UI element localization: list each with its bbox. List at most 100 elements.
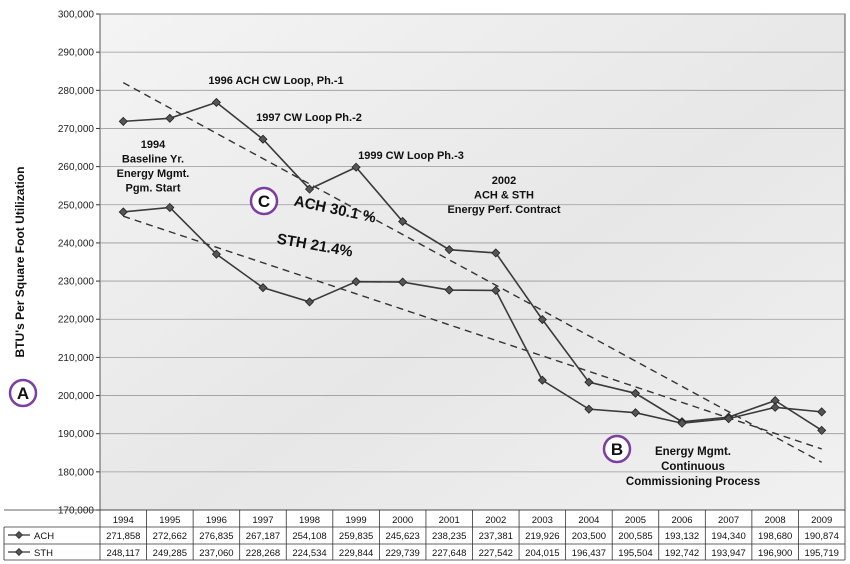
y-tick-label: 200,000 (58, 391, 95, 402)
table-cell-ach: 203,500 (572, 531, 606, 542)
marker-b-circle (602, 434, 632, 464)
data-point-sth (537, 375, 547, 385)
table-cell-sth: 195,504 (618, 548, 652, 559)
table-cell-ach: 193,132 (665, 531, 699, 542)
x-tick-label: 1999 (346, 515, 367, 526)
table-cell-ach: 194,340 (711, 531, 745, 542)
series-line-sth (123, 206, 822, 425)
table-cell-sth: 248,117 (106, 548, 140, 559)
data-point-ach (211, 97, 221, 107)
table-cell-sth: 224,534 (292, 548, 326, 559)
marker-c-label: C (258, 192, 270, 211)
x-tick-label: 2006 (671, 515, 692, 526)
table-cell-sth: 249,285 (153, 548, 187, 559)
y-tick-label: 210,000 (58, 353, 95, 364)
data-point-sth (724, 414, 734, 424)
legend-label-ach: ACH (34, 531, 54, 542)
annotation-commissioning: Commissioning Process (626, 476, 760, 488)
x-tick-label: 2003 (532, 515, 553, 526)
plot-area (99, 13, 846, 511)
table-cell-sth: 227,542 (479, 548, 513, 559)
annotation-baseline: Baseline Yr. (122, 154, 184, 166)
y-tick-label: 220,000 (58, 315, 95, 326)
annotation-1999-loop: 1999 CW Loop Ph.-3 (358, 150, 464, 162)
table-cell-sth: 227,648 (432, 548, 466, 559)
x-tick-label: 2000 (392, 515, 413, 526)
table-cell-ach: 259,835 (339, 531, 373, 542)
y-tick-label: 170,000 (58, 506, 95, 517)
x-tick-label: 1998 (299, 515, 320, 526)
table-cell-ach: 238,235 (432, 531, 466, 542)
data-point-sth (770, 402, 780, 412)
x-tick-label: 2001 (439, 515, 460, 526)
y-tick-label: 260,000 (58, 162, 95, 173)
table-cell-sth: 237,060 (199, 548, 233, 559)
data-point-sth (444, 285, 454, 295)
table-cell-ach: 276,835 (199, 531, 233, 542)
x-tick-label: 1997 (252, 515, 273, 526)
marker-c-circle (249, 186, 279, 216)
table-cell-ach: 200,585 (618, 531, 652, 542)
x-tick-label: 2008 (765, 515, 786, 526)
legend-marker-ach (15, 531, 23, 539)
x-tick-label: 2005 (625, 515, 646, 526)
data-point-ach (304, 184, 315, 194)
annotation-2002-contract: ACH & STH (474, 190, 534, 202)
data-point-sth (491, 285, 501, 296)
data-point-sth (165, 202, 175, 213)
annotation-commissioning: Energy Mgmt. (655, 446, 731, 458)
y-tick-label: 230,000 (58, 277, 95, 288)
legend-label-sth: STH (34, 548, 53, 559)
x-tick-label: 1995 (159, 515, 180, 526)
table-cell-sth: 229,739 (385, 548, 419, 559)
data-point-ach (491, 248, 501, 258)
annotation-2002-contract: Energy Perf. Contract (447, 204, 560, 216)
annotation-baseline: Energy Mgmt. (117, 168, 190, 180)
y-tick-label: 250,000 (58, 200, 95, 211)
data-point-sth (630, 408, 641, 418)
annotation-baseline: Pgm. Start (125, 183, 180, 195)
data-point-sth (118, 207, 128, 217)
data-point-ach (258, 134, 268, 144)
data-point-sth (351, 277, 361, 287)
data-point-ach (584, 377, 594, 387)
y-tick-label: 190,000 (58, 429, 95, 440)
table-cell-ach: 219,926 (525, 531, 559, 542)
table-cell-ach: 271,858 (106, 531, 140, 542)
table-cell-sth: 228,268 (246, 548, 280, 559)
table-cell-sth: 193,947 (711, 548, 745, 559)
table-cell-ach: 237,381 (479, 531, 513, 542)
table-cell-sth: 192,742 (665, 548, 699, 559)
data-point-ach (398, 216, 408, 227)
data-point-sth (304, 297, 315, 307)
x-tick-label: 1994 (113, 515, 134, 526)
data-point-sth (398, 277, 408, 287)
table-cell-sth: 196,900 (758, 548, 792, 559)
y-tick-label: 300,000 (58, 10, 95, 21)
data-point-ach (444, 245, 454, 255)
data-point-ach (118, 116, 128, 126)
marker-b-label: B (611, 440, 623, 459)
annotation-commissioning: Continuous (661, 461, 725, 473)
y-tick-label: 280,000 (58, 86, 95, 97)
table-cell-sth: 195,719 (805, 548, 839, 559)
series-line-ach (123, 101, 823, 432)
data-point-sth (258, 283, 268, 293)
y-axis-label: BTU's Per Square Foot Utilization (13, 167, 27, 358)
table-cell-ach: 272,662 (153, 531, 187, 542)
table-cell-ach: 190,874 (805, 531, 839, 542)
y-tick-label: 180,000 (58, 467, 95, 478)
table-cell-sth: 196,437 (572, 548, 606, 559)
table-cell-sth: 204,015 (525, 548, 559, 559)
x-tick-label: 2007 (718, 515, 739, 526)
y-tick-label: 290,000 (58, 48, 95, 59)
marker-a-circle (8, 378, 38, 408)
data-point-ach (537, 314, 547, 325)
data-point-ach (817, 425, 827, 435)
table-cell-ach: 254,108 (292, 531, 326, 542)
data-point-sth (211, 249, 221, 259)
data-point-ach (630, 388, 641, 398)
table-cell-ach: 198,680 (758, 531, 792, 542)
